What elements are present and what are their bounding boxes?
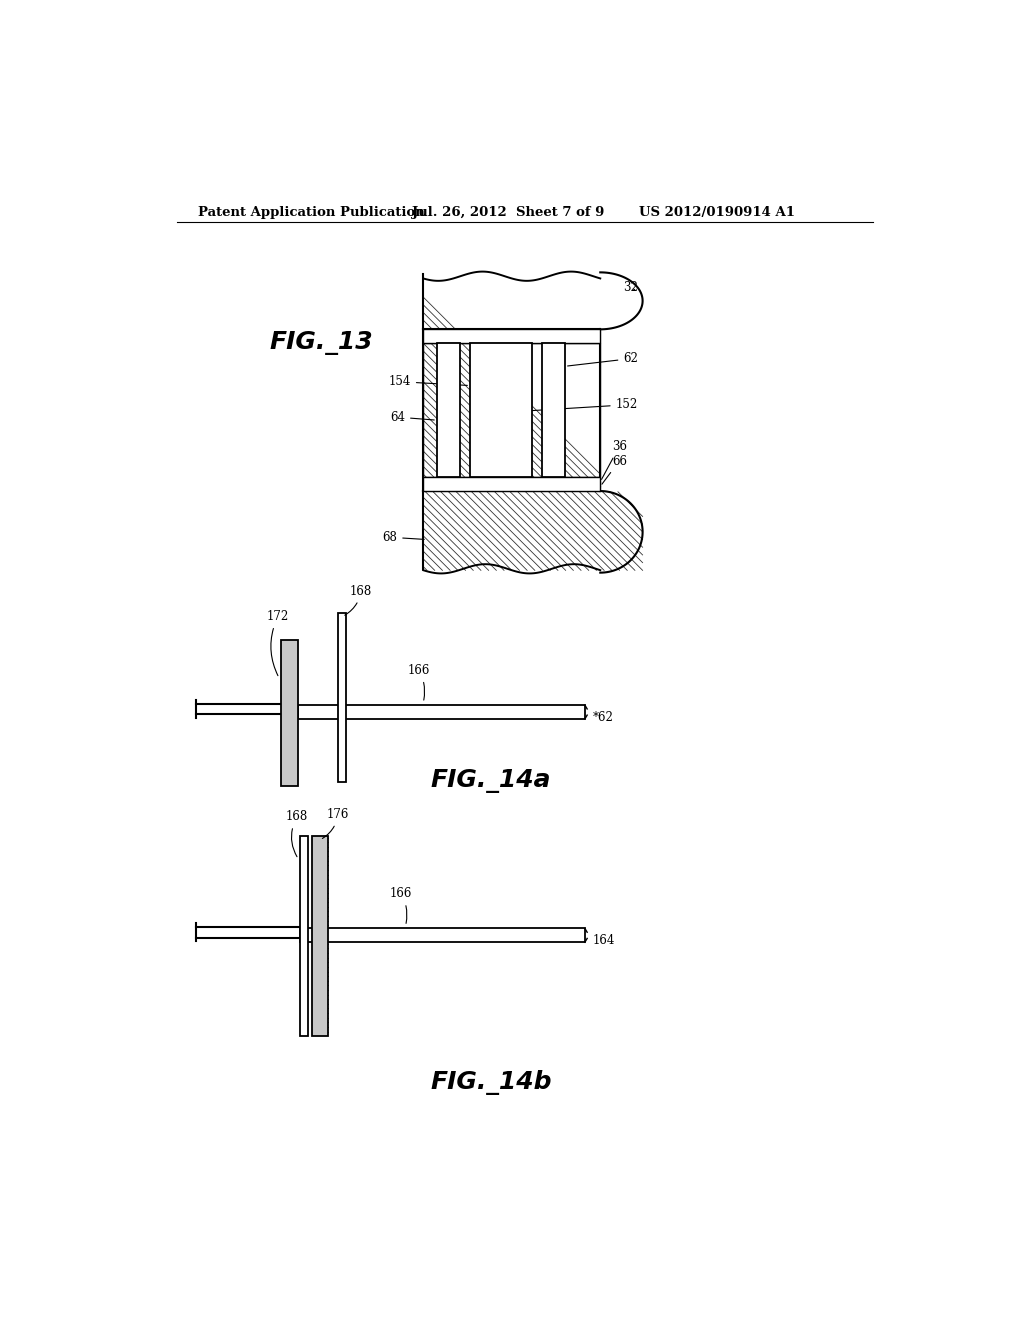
Bar	[298, 705, 585, 719]
Text: 166: 166	[408, 664, 430, 700]
Bar	[423, 330, 600, 343]
Text: 166: 166	[390, 887, 413, 924]
Text: 172: 172	[267, 610, 289, 676]
Text: Jul. 26, 2012  Sheet 7 of 9: Jul. 26, 2012 Sheet 7 of 9	[412, 206, 604, 219]
Bar	[470, 343, 531, 478]
Text: 168: 168	[345, 585, 373, 615]
Bar	[311, 836, 329, 1036]
Text: 152: 152	[505, 399, 638, 414]
Text: *62: *62	[593, 711, 613, 723]
Bar	[281, 640, 298, 785]
Bar	[339, 612, 346, 781]
Text: 164: 164	[593, 935, 615, 948]
Bar	[300, 836, 307, 1036]
Text: 176: 176	[323, 808, 349, 838]
Text: US 2012/0190914 A1: US 2012/0190914 A1	[639, 206, 795, 219]
Bar	[542, 343, 565, 478]
Text: 66: 66	[602, 454, 627, 484]
Text: Patent Application Publication: Patent Application Publication	[199, 206, 425, 219]
Bar	[437, 343, 460, 478]
Text: 64: 64	[390, 411, 434, 424]
Bar	[300, 928, 585, 942]
Text: 68: 68	[382, 531, 424, 544]
Text: FIG._13: FIG._13	[269, 331, 373, 355]
Bar	[423, 478, 600, 491]
Text: 36: 36	[601, 440, 627, 479]
Text: 32: 32	[624, 281, 638, 294]
Text: 154: 154	[388, 375, 467, 388]
Text: FIG._14b: FIG._14b	[431, 1071, 552, 1094]
Text: 168: 168	[286, 810, 308, 857]
Text: FIG._14a: FIG._14a	[431, 768, 551, 792]
Text: 62: 62	[567, 352, 638, 366]
Bar	[423, 343, 600, 478]
